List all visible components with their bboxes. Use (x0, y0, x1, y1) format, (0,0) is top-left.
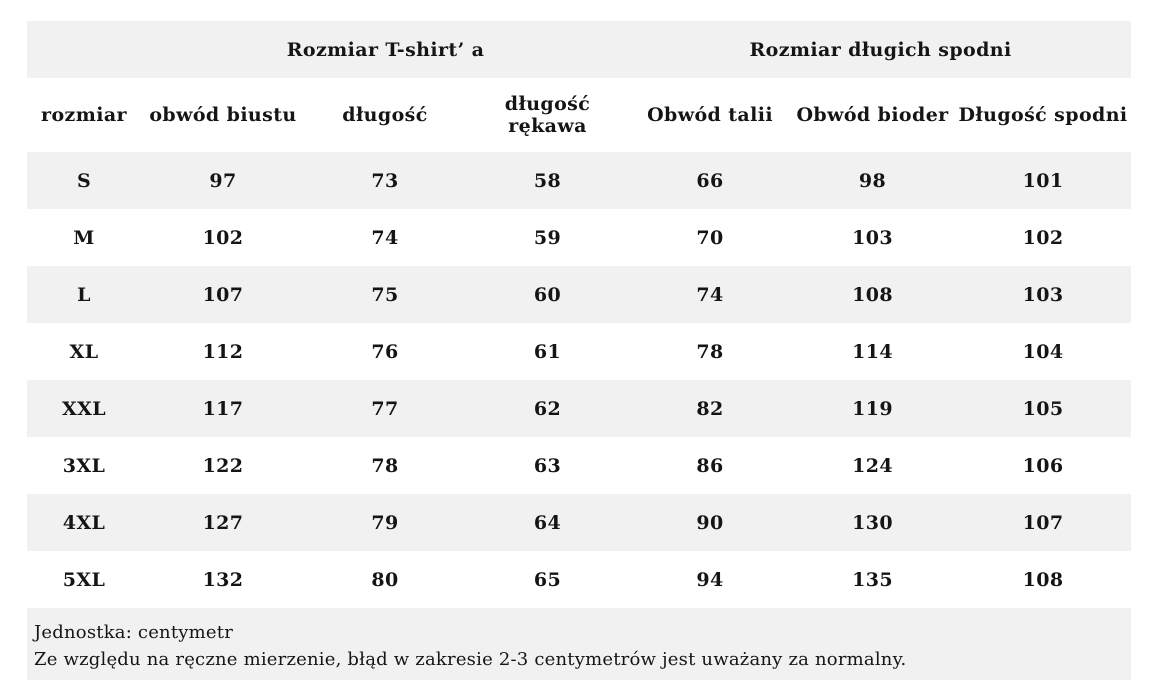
tolerance-note: Ze względu na ręczne mierzenie, błąd w z… (34, 649, 907, 670)
value-cell: 78 (696, 340, 724, 363)
value-cell: 98 (858, 169, 887, 192)
value-cell: 97 (209, 169, 237, 192)
size-cell: XXL (61, 397, 107, 420)
size-cell: 5XL (62, 568, 106, 591)
table-row: M 102 74 59 70 103 102 (27, 209, 1132, 266)
table-row: 4XL 127 79 64 90 130 107 (27, 494, 1132, 551)
value-cell: 75 (371, 283, 399, 306)
value-cell: 104 (1022, 340, 1064, 363)
value-cell: 107 (202, 283, 244, 306)
value-cell: 103 (1022, 283, 1064, 306)
column-header-dlugosc-rekawa: długość rękawa (504, 93, 591, 137)
size-chart-container: Rozmiar T-shirt’ a Rozmiar długich spodn… (27, 21, 1132, 680)
value-cell: 102 (1022, 226, 1064, 249)
value-cell: 74 (371, 226, 399, 249)
group-header-pants: Rozmiar długich spodni (749, 38, 1012, 61)
column-header-dlugosc: długość (342, 104, 428, 126)
value-cell: 106 (1022, 454, 1064, 477)
footer-note: Jednostka: centymetr Ze względu na ręczn… (27, 608, 1131, 680)
column-header-dlugosc-spodni: Długość spodni (958, 104, 1128, 126)
value-cell: 79 (371, 511, 399, 534)
value-cell: 135 (852, 568, 893, 591)
value-cell: 114 (852, 340, 893, 363)
column-header-row: rozmiar obwód biustu długość długość ręk… (27, 78, 1132, 152)
column-header-obwod-talii: Obwód talii (647, 104, 773, 126)
table-body: S 97 73 58 66 98 101 M 102 74 59 70 103 … (27, 152, 1132, 608)
group-header-row: Rozmiar T-shirt’ a Rozmiar długich spodn… (27, 21, 1132, 78)
value-cell: 66 (696, 169, 724, 192)
value-cell: 82 (696, 397, 724, 420)
table-row: 3XL 122 78 63 86 124 106 (27, 437, 1132, 494)
size-cell: S (76, 169, 92, 192)
value-cell: 108 (852, 283, 893, 306)
value-cell: 127 (202, 511, 244, 534)
value-cell: 130 (852, 511, 893, 534)
table-row: S 97 73 58 66 98 101 (27, 152, 1132, 209)
value-cell: 58 (533, 169, 562, 192)
value-cell: 77 (371, 397, 399, 420)
value-cell: 70 (696, 226, 724, 249)
value-cell: 59 (533, 226, 562, 249)
value-cell: 122 (202, 454, 244, 477)
table-row: 5XL 132 80 65 94 135 108 (27, 551, 1132, 608)
value-cell: 65 (533, 568, 562, 591)
value-cell: 90 (696, 511, 724, 534)
group-header-spacer (27, 21, 141, 78)
table-row: XL 112 76 61 78 114 104 (27, 323, 1132, 380)
value-cell: 119 (852, 397, 893, 420)
value-cell: 62 (533, 397, 562, 420)
value-cell: 94 (696, 568, 724, 591)
value-cell: 112 (202, 340, 244, 363)
value-cell: 64 (533, 511, 562, 534)
size-cell: XL (69, 340, 99, 363)
value-cell: 102 (202, 226, 244, 249)
unit-note: Jednostka: centymetr (34, 622, 234, 643)
size-cell: M (73, 226, 95, 249)
value-cell: 76 (371, 340, 399, 363)
value-cell: 132 (202, 568, 244, 591)
size-chart-table: Rozmiar T-shirt’ a Rozmiar długich spodn… (27, 21, 1132, 608)
column-header-rozmiar: rozmiar (41, 104, 127, 126)
value-cell: 80 (371, 568, 399, 591)
value-cell: 78 (371, 454, 399, 477)
value-cell: 73 (371, 169, 399, 192)
size-cell: 3XL (62, 454, 106, 477)
size-cell: 4XL (62, 511, 106, 534)
value-cell: 74 (696, 283, 724, 306)
column-header-obwod-bioder: Obwód bioder (796, 104, 949, 126)
value-cell: 61 (533, 340, 562, 363)
table-row: L 107 75 60 74 108 103 (27, 266, 1132, 323)
column-header-obwod-biustu: obwód biustu (149, 104, 297, 126)
value-cell: 124 (852, 454, 893, 477)
value-cell: 107 (1022, 511, 1064, 534)
value-cell: 60 (533, 283, 562, 306)
value-cell: 101 (1022, 169, 1064, 192)
value-cell: 63 (533, 454, 562, 477)
value-cell: 105 (1022, 397, 1064, 420)
size-cell: L (77, 283, 91, 306)
value-cell: 108 (1022, 568, 1064, 591)
value-cell: 103 (852, 226, 893, 249)
value-cell: 117 (202, 397, 244, 420)
value-cell: 86 (696, 454, 724, 477)
table-row: XXL 117 77 62 82 119 105 (27, 380, 1132, 437)
group-header-tshirt: Rozmiar T-shirt’ a (286, 38, 485, 61)
